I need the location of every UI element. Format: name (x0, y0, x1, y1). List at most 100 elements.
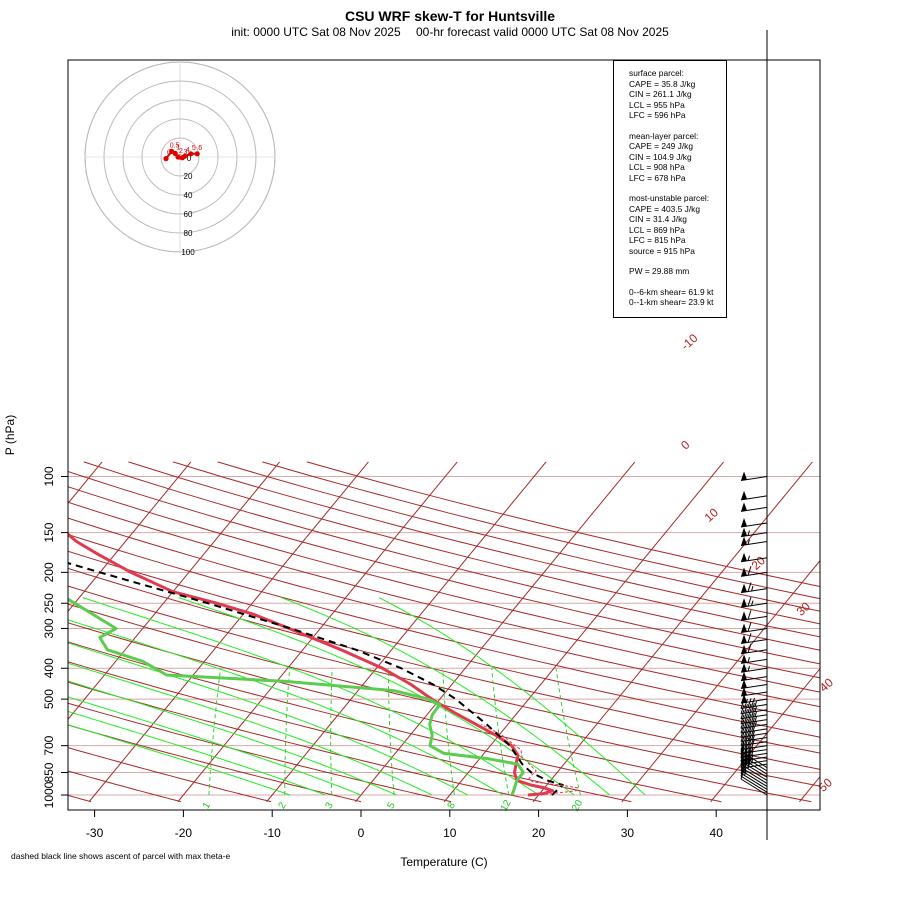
hodograph-point (172, 150, 178, 156)
barb-shaft (740, 506, 768, 512)
barb-flag (741, 687, 747, 697)
x-tick-label: 20 (532, 826, 546, 840)
barb-shaft (740, 741, 768, 747)
barb-shaft (740, 775, 768, 793)
barb-half (747, 539, 750, 545)
barb-shaft (740, 728, 768, 734)
dry-adiabat (262, 461, 820, 600)
barb-shaft (740, 495, 768, 501)
barb-full (747, 643, 752, 653)
barb-flag (741, 583, 747, 593)
isotherm-line (0, 462, 13, 802)
info-line: source = 915 hPa (629, 245, 695, 256)
barb-full (747, 698, 752, 708)
y-tick-label: 700 (42, 735, 56, 755)
dry-adiabat (68, 661, 632, 803)
barb-shaft (740, 719, 768, 725)
isotherm-line (266, 461, 547, 803)
dry-adiabat (68, 702, 452, 803)
x-tick-label: 0 (358, 826, 365, 840)
hodograph-origin-label: 0 (187, 154, 192, 163)
info-line: CIN = 261.1 J/kg (629, 89, 692, 99)
info-line: LFC = 596 hPa (629, 110, 686, 120)
barb-full (751, 712, 755, 723)
hodograph-point-label: 0.5 (170, 142, 180, 149)
wind-barb (740, 654, 768, 664)
info-line: LFC = 815 hPa (629, 235, 686, 245)
parcel-info-box: surface parcel: CAPE = 35.8 J/kg CIN = 261… (613, 60, 727, 318)
barb-flag (741, 623, 747, 633)
barb-full (747, 610, 752, 620)
subtitle-init: init: 0000 UTC Sat 08 Nov 2025 (231, 25, 401, 39)
barb-full (744, 698, 748, 709)
moist-adiabat (281, 597, 610, 796)
hodograph-point (188, 151, 194, 157)
barb-flag (741, 502, 747, 512)
dry-adiabat (68, 501, 820, 693)
wind-barb (740, 712, 768, 725)
isotherm-label: 0 (678, 437, 693, 452)
hodograph-point (163, 156, 169, 162)
barb-shaft (740, 767, 768, 784)
barb-flag (741, 552, 747, 562)
isotherm-line (532, 461, 813, 803)
moist-adiabat (68, 696, 362, 796)
isotherm-line (177, 461, 458, 803)
barb-shaft (740, 709, 768, 715)
info-line: CAPE = 249 J/kg (629, 141, 694, 151)
wind-barb (740, 702, 768, 715)
temperature-profile (68, 532, 555, 797)
isotherm-line (68, 461, 280, 721)
dry-adiabat (217, 461, 820, 612)
hodograph-point-label: 6 (198, 145, 202, 152)
wind-barb (740, 679, 768, 690)
dry-adiabat (68, 603, 820, 787)
moist-adiabat (68, 680, 397, 796)
y-tick-label: 250 (42, 593, 56, 613)
wind-barb (740, 502, 768, 512)
hodograph-ring-label: 20 (184, 172, 193, 181)
dry-adiabat (128, 461, 820, 638)
info-line: PW = 29.88 mm (629, 266, 690, 276)
dry-adiabat (68, 486, 820, 679)
x-tick-label: 10 (443, 826, 457, 840)
hodograph-point-label: 1 (176, 144, 180, 151)
isotherm-label: 20 (749, 553, 769, 573)
x-tick-label: 30 (621, 826, 635, 840)
y-tick-label: 200 (42, 562, 56, 582)
info-line: CAPE = 403.5 J/kg (629, 203, 700, 214)
y-tick-label: 400 (42, 658, 56, 678)
barb-full (747, 633, 752, 643)
mixing-ratio-label: 2 (276, 800, 289, 811)
dry-adiabat (68, 550, 820, 738)
wind-barb (740, 527, 768, 538)
dry-adiabat (68, 770, 182, 803)
hodograph-ring-label: 40 (184, 191, 193, 200)
shear-group: 0--6-km shear= 61.9 kt 0--1-km shear= 23.… (629, 287, 722, 308)
parcel-profile (68, 562, 564, 796)
barb-flag (741, 598, 747, 608)
wind-barb (740, 671, 768, 682)
precipitable-water-group: PW = 29.88 mm (629, 266, 722, 277)
barb-shaft (740, 732, 768, 738)
isotherm-line (355, 461, 636, 803)
isotherm-line (710, 667, 820, 803)
mean-layer-parcel-group: mean-layer parcel: CAPE = 249 J/kg CIN = 1… (629, 131, 722, 184)
dewpoint-profile (68, 597, 525, 796)
dry-adiabat (68, 622, 812, 803)
plot-frame (67, 59, 821, 811)
wind-barb (740, 687, 768, 697)
barb-half (751, 600, 754, 606)
barb-full (751, 697, 755, 708)
mixing-ratio-lines (208, 668, 581, 796)
barb-flag (741, 663, 747, 673)
info-line: LCL = 955 hPa (629, 99, 685, 110)
mixing-ratio-label: 5 (385, 800, 398, 811)
isobar-lines (68, 476, 820, 796)
isotherm-label: 30 (794, 599, 814, 619)
wind-barb (740, 622, 768, 633)
y-tick-label: 1000 (42, 781, 56, 808)
barb-shaft (740, 745, 768, 751)
y-tick-label: 150 (42, 522, 56, 542)
moist-adiabat (68, 710, 326, 796)
